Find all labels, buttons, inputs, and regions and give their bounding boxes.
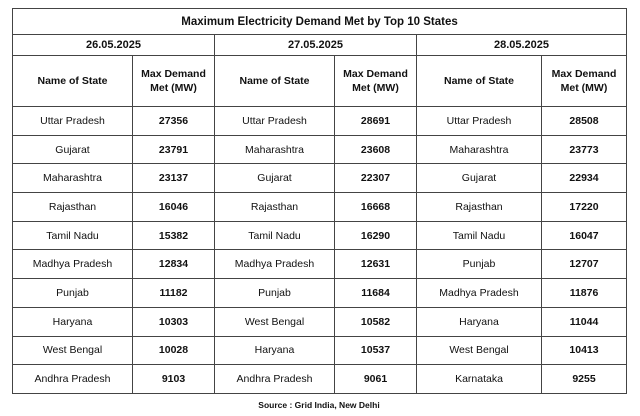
- state-cell: Madhya Pradesh: [214, 249, 335, 280]
- table-row: Uttar Pradesh 27356 Uttar Pradesh 28691 Utta…: [12, 106, 628, 136]
- demand-cell: 10028: [132, 335, 215, 366]
- demand-table: Maximum Electricity Demand Met by Top 10…: [11, 8, 628, 394]
- state-cell: Haryana: [12, 306, 133, 337]
- table-row: Tamil Nadu 15382 Tamil Nadu 16290 Tamil Nadu…: [12, 220, 628, 251]
- demand-cell: 22307: [334, 163, 417, 194]
- state-cell: Gujarat: [12, 134, 133, 165]
- state-cell: Karnataka: [416, 364, 542, 394]
- table-row: Rajasthan 16046 Rajasthan 16668 Rajasthan 172…: [12, 192, 628, 222]
- table-row: Haryana 10303 West Bengal 10582 Haryana 11044: [12, 306, 628, 337]
- state-cell: Rajasthan: [12, 192, 133, 222]
- state-cell: Maharashtra: [416, 134, 542, 165]
- column-header-state: Name of State: [416, 55, 542, 107]
- date-header-3: 28.05.2025: [415, 34, 628, 56]
- demand-cell: 16290: [334, 220, 417, 251]
- table-row: West Bengal 10028 Haryana 10537 West Bengal 1…: [12, 335, 628, 366]
- demand-cell: 10303: [132, 306, 215, 337]
- demand-cell: 16046: [132, 192, 215, 222]
- demand-cell: 11182: [132, 278, 215, 308]
- demand-cell: 11876: [540, 278, 628, 308]
- state-cell: Andhra Pradesh: [12, 364, 133, 394]
- state-cell: West Bengal: [214, 306, 335, 337]
- state-cell: Punjab: [12, 278, 133, 308]
- column-header-max-demand-line2: Met (MW): [150, 82, 197, 94]
- state-cell: Punjab: [214, 278, 335, 308]
- demand-cell: 27356: [132, 106, 215, 136]
- column-header-max-demand-line2: Met (MW): [352, 82, 399, 94]
- table-row: Madhya Pradesh 12834 Madhya Pradesh 12631 Pu…: [12, 249, 628, 280]
- demand-table-wrapper: Maximum Electricity Demand Met by Top 10…: [11, 8, 628, 410]
- column-header-max-demand-line1: Max Demand: [343, 68, 408, 80]
- table-row: Punjab 11182 Punjab 11684 Madhya Pradesh 1187…: [12, 278, 628, 308]
- state-cell: Gujarat: [416, 163, 542, 194]
- column-header-max-demand-line1: Max Demand: [141, 68, 206, 80]
- demand-cell: 23791: [132, 134, 215, 165]
- state-cell: Tamil Nadu: [214, 220, 335, 251]
- table-body: Uttar Pradesh 27356 Uttar Pradesh 28691 Utta…: [12, 106, 628, 394]
- demand-cell: 23137: [132, 163, 215, 194]
- state-cell: Uttar Pradesh: [416, 106, 542, 136]
- demand-cell: 11044: [540, 306, 628, 337]
- column-header-state: Name of State: [214, 55, 335, 107]
- demand-cell: 23608: [334, 134, 417, 165]
- table-row: Gujarat 23791 Maharashtra 23608 Maharashtra 2…: [12, 134, 628, 165]
- state-cell: Gujarat: [214, 163, 335, 194]
- column-header-row: Name of State Max Demand Met (MW) Name of S…: [12, 55, 628, 107]
- column-header-max-demand: Max Demand Met (MW): [132, 55, 215, 107]
- column-header-state: Name of State: [12, 55, 133, 107]
- demand-cell: 28691: [334, 106, 417, 136]
- state-cell: Maharashtra: [12, 163, 133, 194]
- state-cell: Madhya Pradesh: [12, 249, 133, 280]
- state-cell: Rajasthan: [416, 192, 542, 222]
- demand-cell: 16668: [334, 192, 417, 222]
- state-cell: Maharashtra: [214, 134, 335, 165]
- date-header-2: 27.05.2025: [214, 34, 417, 56]
- demand-cell: 12631: [334, 249, 417, 280]
- column-header-max-demand: Max Demand Met (MW): [540, 55, 628, 107]
- demand-cell: 10413: [540, 335, 628, 366]
- demand-cell: 15382: [132, 220, 215, 251]
- state-cell: Uttar Pradesh: [214, 106, 335, 136]
- state-cell: Haryana: [416, 306, 542, 337]
- demand-cell: 9061: [334, 364, 417, 394]
- state-cell: Punjab: [416, 249, 542, 280]
- demand-cell: 12707: [540, 249, 628, 280]
- demand-cell: 10537: [334, 335, 417, 366]
- state-cell: West Bengal: [416, 335, 542, 366]
- column-header-max-demand-line1: Max Demand: [551, 68, 617, 80]
- demand-cell: 9255: [540, 364, 628, 394]
- demand-cell: 28508: [540, 106, 628, 136]
- demand-cell: 10582: [334, 306, 417, 337]
- state-cell: Madhya Pradesh: [416, 278, 542, 308]
- source-note: Source : Grid India, New Delhi: [258, 399, 380, 410]
- column-header-max-demand: Max Demand Met (MW): [334, 55, 417, 107]
- table-row: Maharashtra 23137 Gujarat 22307 Gujarat 22934: [12, 163, 628, 194]
- demand-cell: 9103: [132, 364, 215, 394]
- state-cell: West Bengal: [12, 335, 133, 366]
- state-cell: Haryana: [214, 335, 335, 366]
- date-header-1: 26.05.2025: [12, 34, 215, 56]
- state-cell: Tamil Nadu: [416, 220, 542, 251]
- state-cell: Rajasthan: [214, 192, 335, 222]
- demand-cell: 23773: [540, 134, 628, 165]
- demand-cell: 22934: [540, 163, 628, 194]
- column-header-max-demand-line2: Met (MW): [560, 82, 608, 94]
- demand-cell: 16047: [540, 220, 628, 251]
- state-cell: Uttar Pradesh: [12, 106, 133, 136]
- state-cell: Andhra Pradesh: [214, 364, 335, 394]
- demand-cell: 12834: [132, 249, 215, 280]
- table-title: Maximum Electricity Demand Met by Top 10…: [11, 8, 628, 35]
- table-row: Andhra Pradesh 9103 Andhra Pradesh 9061 Karn…: [12, 364, 628, 394]
- demand-cell: 11684: [334, 278, 417, 308]
- state-cell: Tamil Nadu: [12, 220, 133, 251]
- demand-cell: 17220: [540, 192, 628, 222]
